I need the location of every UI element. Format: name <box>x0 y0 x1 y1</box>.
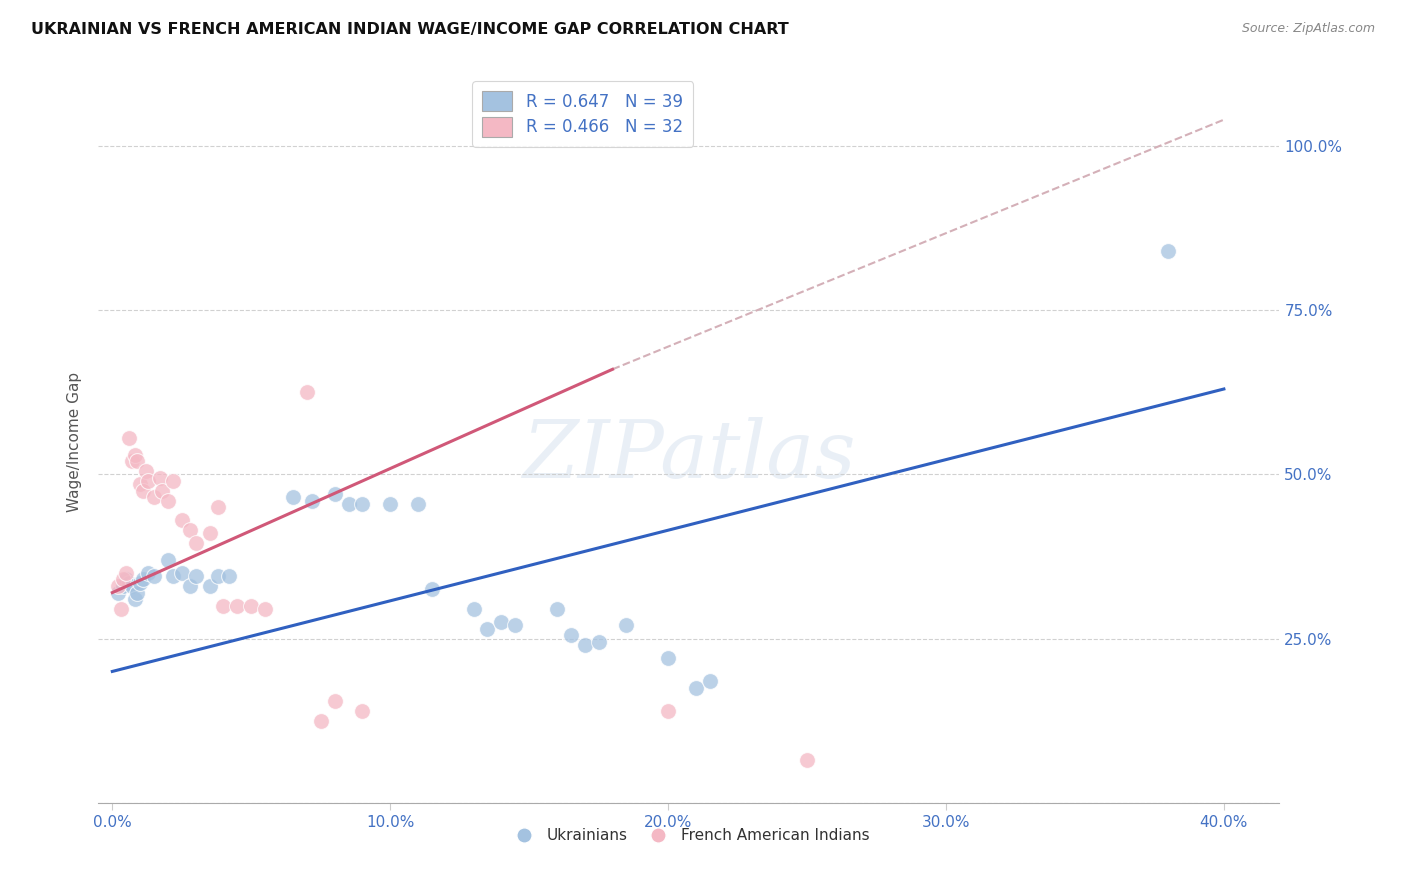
Point <box>162 569 184 583</box>
Point <box>179 579 201 593</box>
Point <box>685 681 707 695</box>
Point <box>127 585 149 599</box>
Point <box>162 474 184 488</box>
Point <box>240 599 263 613</box>
Point <box>254 602 277 616</box>
Point <box>207 569 229 583</box>
Point <box>560 628 582 642</box>
Point <box>380 497 402 511</box>
Point <box>198 526 221 541</box>
Point <box>212 599 235 613</box>
Point <box>129 575 152 590</box>
Point <box>184 569 207 583</box>
Point <box>323 694 346 708</box>
Point <box>226 599 249 613</box>
Point <box>156 493 179 508</box>
Point <box>796 753 818 767</box>
Point <box>124 448 146 462</box>
Point <box>132 573 155 587</box>
Point <box>132 483 155 498</box>
Point <box>124 592 146 607</box>
Point <box>110 602 132 616</box>
Point <box>477 622 499 636</box>
Point <box>121 579 143 593</box>
Point <box>309 714 332 728</box>
Point <box>352 704 374 718</box>
Point <box>337 497 360 511</box>
Point <box>323 487 346 501</box>
Point <box>170 513 193 527</box>
Point <box>170 566 193 580</box>
Point <box>121 454 143 468</box>
Point <box>198 579 221 593</box>
Point <box>115 566 138 580</box>
Point <box>107 579 129 593</box>
Point <box>112 579 135 593</box>
Point <box>129 477 152 491</box>
Point <box>107 585 129 599</box>
Text: UKRAINIAN VS FRENCH AMERICAN INDIAN WAGE/INCOME GAP CORRELATION CHART: UKRAINIAN VS FRENCH AMERICAN INDIAN WAGE… <box>31 22 789 37</box>
Text: Source: ZipAtlas.com: Source: ZipAtlas.com <box>1241 22 1375 36</box>
Point <box>115 573 138 587</box>
Point <box>616 618 638 632</box>
Point <box>463 602 485 616</box>
Point <box>301 493 323 508</box>
Point <box>588 635 610 649</box>
Point <box>118 431 141 445</box>
Point <box>138 566 160 580</box>
Point <box>148 471 170 485</box>
Point <box>127 454 149 468</box>
Point <box>156 553 179 567</box>
Legend: Ukrainians, French American Indians: Ukrainians, French American Indians <box>502 822 876 849</box>
Point <box>352 497 374 511</box>
Point <box>699 674 721 689</box>
Point <box>112 573 135 587</box>
Point <box>138 474 160 488</box>
Point <box>657 651 679 665</box>
Text: ZIPatlas: ZIPatlas <box>522 417 856 495</box>
Point <box>150 483 173 498</box>
Point <box>143 569 166 583</box>
Point <box>657 704 679 718</box>
Point <box>135 464 157 478</box>
Point <box>295 385 318 400</box>
Point <box>420 582 443 597</box>
Point <box>179 523 201 537</box>
Point <box>406 497 429 511</box>
Point <box>218 569 240 583</box>
Point <box>503 618 526 632</box>
Point <box>546 602 568 616</box>
Point <box>143 491 166 505</box>
Y-axis label: Wage/Income Gap: Wage/Income Gap <box>67 371 83 512</box>
Point <box>281 491 304 505</box>
Point <box>184 536 207 550</box>
Point <box>118 575 141 590</box>
Point <box>207 500 229 515</box>
Point <box>1157 244 1180 258</box>
Point <box>574 638 596 652</box>
Point <box>491 615 513 630</box>
